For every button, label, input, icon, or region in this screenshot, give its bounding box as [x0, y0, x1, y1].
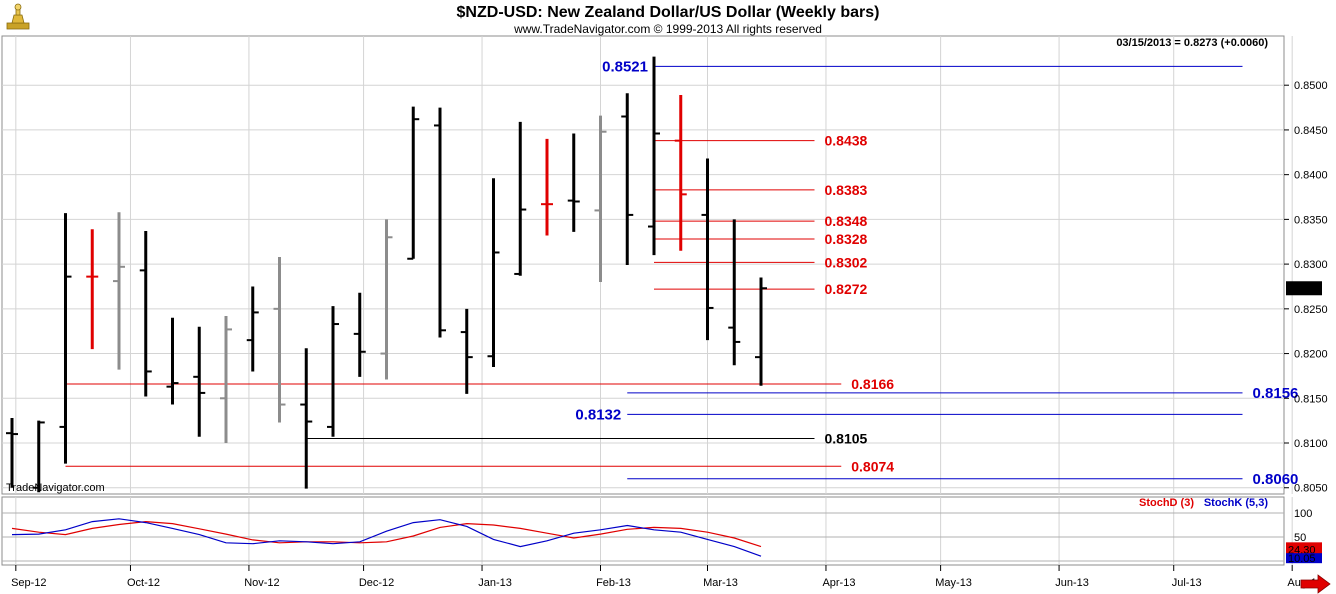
- level-label: 0.8438: [825, 133, 868, 149]
- grid: [2, 36, 1293, 565]
- y-tick-label: 0.8250: [1294, 304, 1328, 316]
- y-tick-label: 0.8200: [1294, 349, 1328, 361]
- y-tick-label: 0.8150: [1294, 393, 1328, 405]
- last-quote: 03/15/2013 = 0.8273 (+0.0060): [1116, 37, 1268, 49]
- level-label: 0.8074: [851, 458, 894, 474]
- x-tick-label: Sep-12: [11, 577, 46, 589]
- y-tick-label: 0.8050: [1294, 483, 1328, 495]
- stochastic-lines: [2, 512, 1284, 562]
- stoch-y-tick-label: 100: [1294, 508, 1312, 520]
- level-label: 0.8302: [825, 254, 868, 270]
- stoch-line-d: [11, 520, 762, 548]
- x-tick-label: Dec-12: [359, 577, 394, 589]
- x-tick-label: Feb-13: [596, 577, 631, 589]
- stoch-k-value: 10.05: [1288, 553, 1316, 565]
- level-label: 0.8348: [825, 213, 868, 229]
- level-label: 0.8521: [602, 58, 648, 75]
- stoch-k-box: [1286, 553, 1322, 564]
- y-tick-label: 0.8350: [1294, 214, 1328, 226]
- stoch-d-box: [1286, 542, 1322, 556]
- level-label: 0.8156: [1253, 385, 1299, 402]
- current-price-box: [1286, 281, 1322, 296]
- y-tick-label: 0.8400: [1294, 170, 1328, 182]
- level-label: 0.8166: [851, 376, 894, 392]
- stoch-k-legend: StochK (5,3): [1204, 497, 1269, 509]
- stoch-d-legend: StochD (3): [1139, 497, 1194, 509]
- level-label: 0.8105: [825, 431, 868, 447]
- x-tick-label: May-13: [935, 577, 972, 589]
- y-tick-label: 0.8450: [1294, 125, 1328, 137]
- level-label: 0.8272: [825, 281, 868, 297]
- x-tick-label: Jan-13: [478, 577, 512, 589]
- level-label: 0.8132: [575, 406, 621, 423]
- indicator-panel-frame: [1, 496, 1285, 566]
- gold-trophy-icon[interactable]: [6, 3, 30, 30]
- level-label: 0.8328: [825, 231, 868, 247]
- main-panel-frame: [1, 35, 1285, 495]
- ohlc-bars: [6, 56, 767, 493]
- y-tick-label: 0.8500: [1294, 80, 1328, 92]
- x-tick-label: Apr-13: [822, 577, 855, 589]
- x-tick-label: Mar-13: [703, 577, 738, 589]
- x-tick-label: Jul-13: [1172, 577, 1202, 589]
- x-tick-label: Nov-12: [244, 577, 279, 589]
- current-price-label: 0.8273: [1288, 283, 1322, 295]
- level-label: 0.8060: [1253, 471, 1299, 488]
- x-tick-label: Oct-12: [127, 577, 160, 589]
- chart-title: $NZD-USD: New Zealand Dollar/US Dollar (…: [457, 4, 880, 21]
- x-tick-label: Jun-13: [1055, 577, 1089, 589]
- y-tick-label: 0.8300: [1294, 259, 1328, 271]
- level-label: 0.8383: [825, 182, 868, 198]
- stoch-line-k: [11, 518, 762, 557]
- copyright-text: www.TradeNavigator.com © 1999-2013 All r…: [513, 22, 822, 36]
- watermark: TradeNavigator.com: [6, 482, 105, 494]
- stoch-y-tick-label: 50: [1294, 532, 1306, 544]
- y-tick-label: 0.8100: [1294, 438, 1328, 450]
- price-axis: 0.8050 0.8100 0.8150 0.8200 0.8250 0.8300 0.83…: [1284, 80, 1328, 565]
- red-right-arrow-icon[interactable]: [1300, 574, 1331, 594]
